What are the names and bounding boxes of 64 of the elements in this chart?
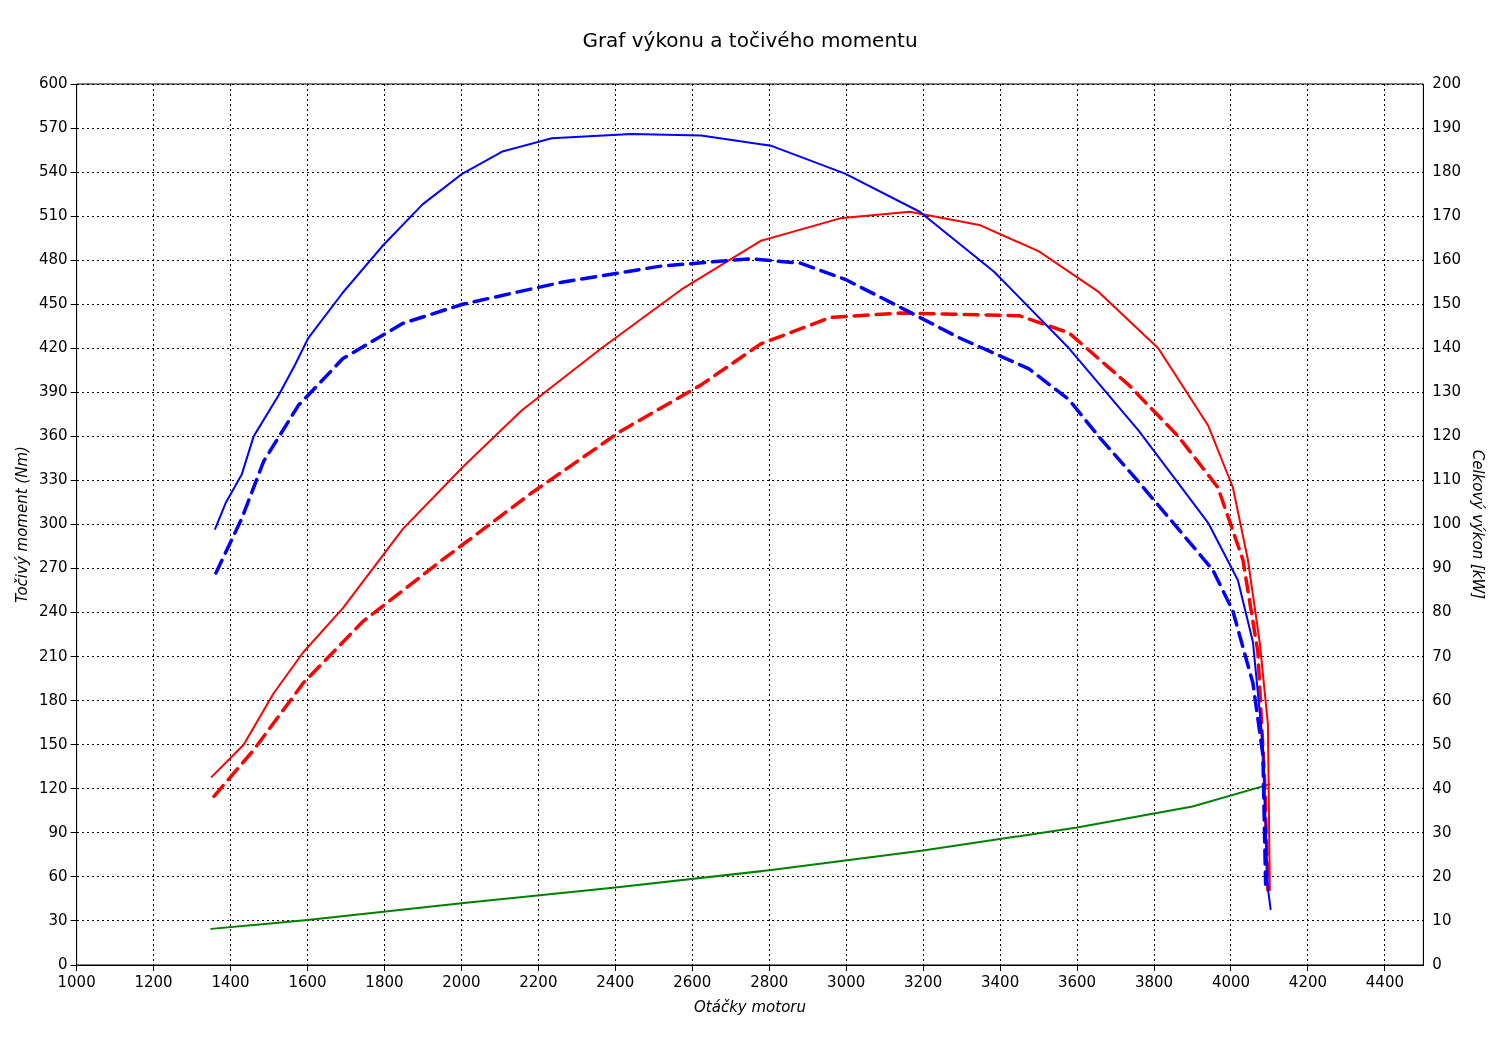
y-tick-label: 240 — [38, 602, 68, 621]
y2-tick-label: 140 — [1432, 338, 1462, 357]
y2-tick-label: 160 — [1432, 250, 1462, 269]
chart-title: Graf výkonu a točivého momentu — [582, 28, 918, 53]
y-tick-label: 270 — [38, 558, 68, 577]
y-tick-label: 30 — [48, 910, 68, 929]
y-tick-label: 360 — [38, 426, 68, 445]
y2-tick-label: 190 — [1432, 117, 1462, 136]
y-tick-label: 570 — [38, 117, 68, 136]
y2-tick-label: 110 — [1432, 470, 1462, 489]
y2-tick-label: 130 — [1432, 382, 1462, 401]
y-axis-title: Točivý moment (Nm) — [12, 446, 31, 603]
y2-tick-label: 100 — [1432, 514, 1462, 533]
x-tick-label: 3800 — [1134, 972, 1174, 991]
y-tick-label: 150 — [38, 734, 68, 753]
x-tick-label: 2200 — [519, 972, 558, 991]
x-tick-label: 1400 — [211, 972, 250, 991]
y2-tick-label: 170 — [1432, 206, 1462, 225]
y2-tick-label: 80 — [1432, 602, 1452, 621]
x-tick-label: 4400 — [1365, 972, 1404, 991]
x-tick-label: 1600 — [288, 972, 327, 991]
x-tick-label: 2800 — [750, 972, 789, 991]
y-tick-label: 510 — [38, 206, 68, 225]
y2-tick-label: 50 — [1432, 734, 1452, 753]
y-tick-label: 90 — [48, 822, 68, 841]
y-tick-label: 480 — [38, 250, 68, 269]
y2-tick-label: 20 — [1432, 866, 1452, 885]
y2-tick-label: 90 — [1432, 558, 1452, 577]
x-tick-label: 4000 — [1211, 972, 1251, 991]
y2-tick-label: 60 — [1432, 690, 1452, 709]
y2-axis-title: Celkový výkon [kW] — [1469, 449, 1488, 600]
y-tick-label: 120 — [38, 778, 68, 797]
y2-tick-label: 120 — [1432, 426, 1462, 445]
x-tick-label: 2000 — [442, 972, 481, 991]
y-tick-label: 390 — [38, 382, 68, 401]
x-tick-label: 1200 — [134, 972, 173, 991]
y-tick-label: 420 — [38, 338, 68, 357]
y2-tick-label: 150 — [1432, 294, 1462, 313]
x-tick-label: 3200 — [904, 972, 943, 991]
y2-tick-label: 200 — [1432, 73, 1462, 92]
y-tick-label: 600 — [38, 73, 68, 92]
y-tick-label: 450 — [38, 294, 68, 313]
y-tick-label: 330 — [38, 470, 68, 489]
x-tick-label: 1000 — [57, 972, 96, 991]
y-tick-label: 60 — [48, 866, 68, 885]
y2-tick-label: 10 — [1432, 910, 1452, 929]
y-tick-label: 210 — [38, 646, 68, 665]
x-tick-label: 3600 — [1057, 972, 1097, 991]
y-tick-label: 180 — [38, 690, 68, 709]
x-tick-label: 3000 — [827, 972, 866, 991]
x-axis-title: Otáčky motoru — [694, 997, 806, 1016]
y-tick-label: 540 — [38, 161, 68, 180]
y2-tick-label: 70 — [1432, 646, 1452, 665]
y2-tick-label: 30 — [1432, 822, 1452, 841]
x-tick-label: 1800 — [365, 972, 404, 991]
y-tick-label: 0 — [58, 954, 68, 973]
x-tick-label: 2400 — [596, 972, 635, 991]
x-tick-label: 4200 — [1288, 972, 1328, 991]
y2-tick-label: 180 — [1432, 161, 1462, 180]
y2-tick-label: 0 — [1432, 954, 1442, 973]
x-tick-label: 3400 — [981, 972, 1020, 991]
x-tick-label: 2600 — [673, 972, 712, 991]
y-tick-label: 300 — [38, 514, 68, 533]
y2-tick-label: 40 — [1432, 778, 1452, 797]
